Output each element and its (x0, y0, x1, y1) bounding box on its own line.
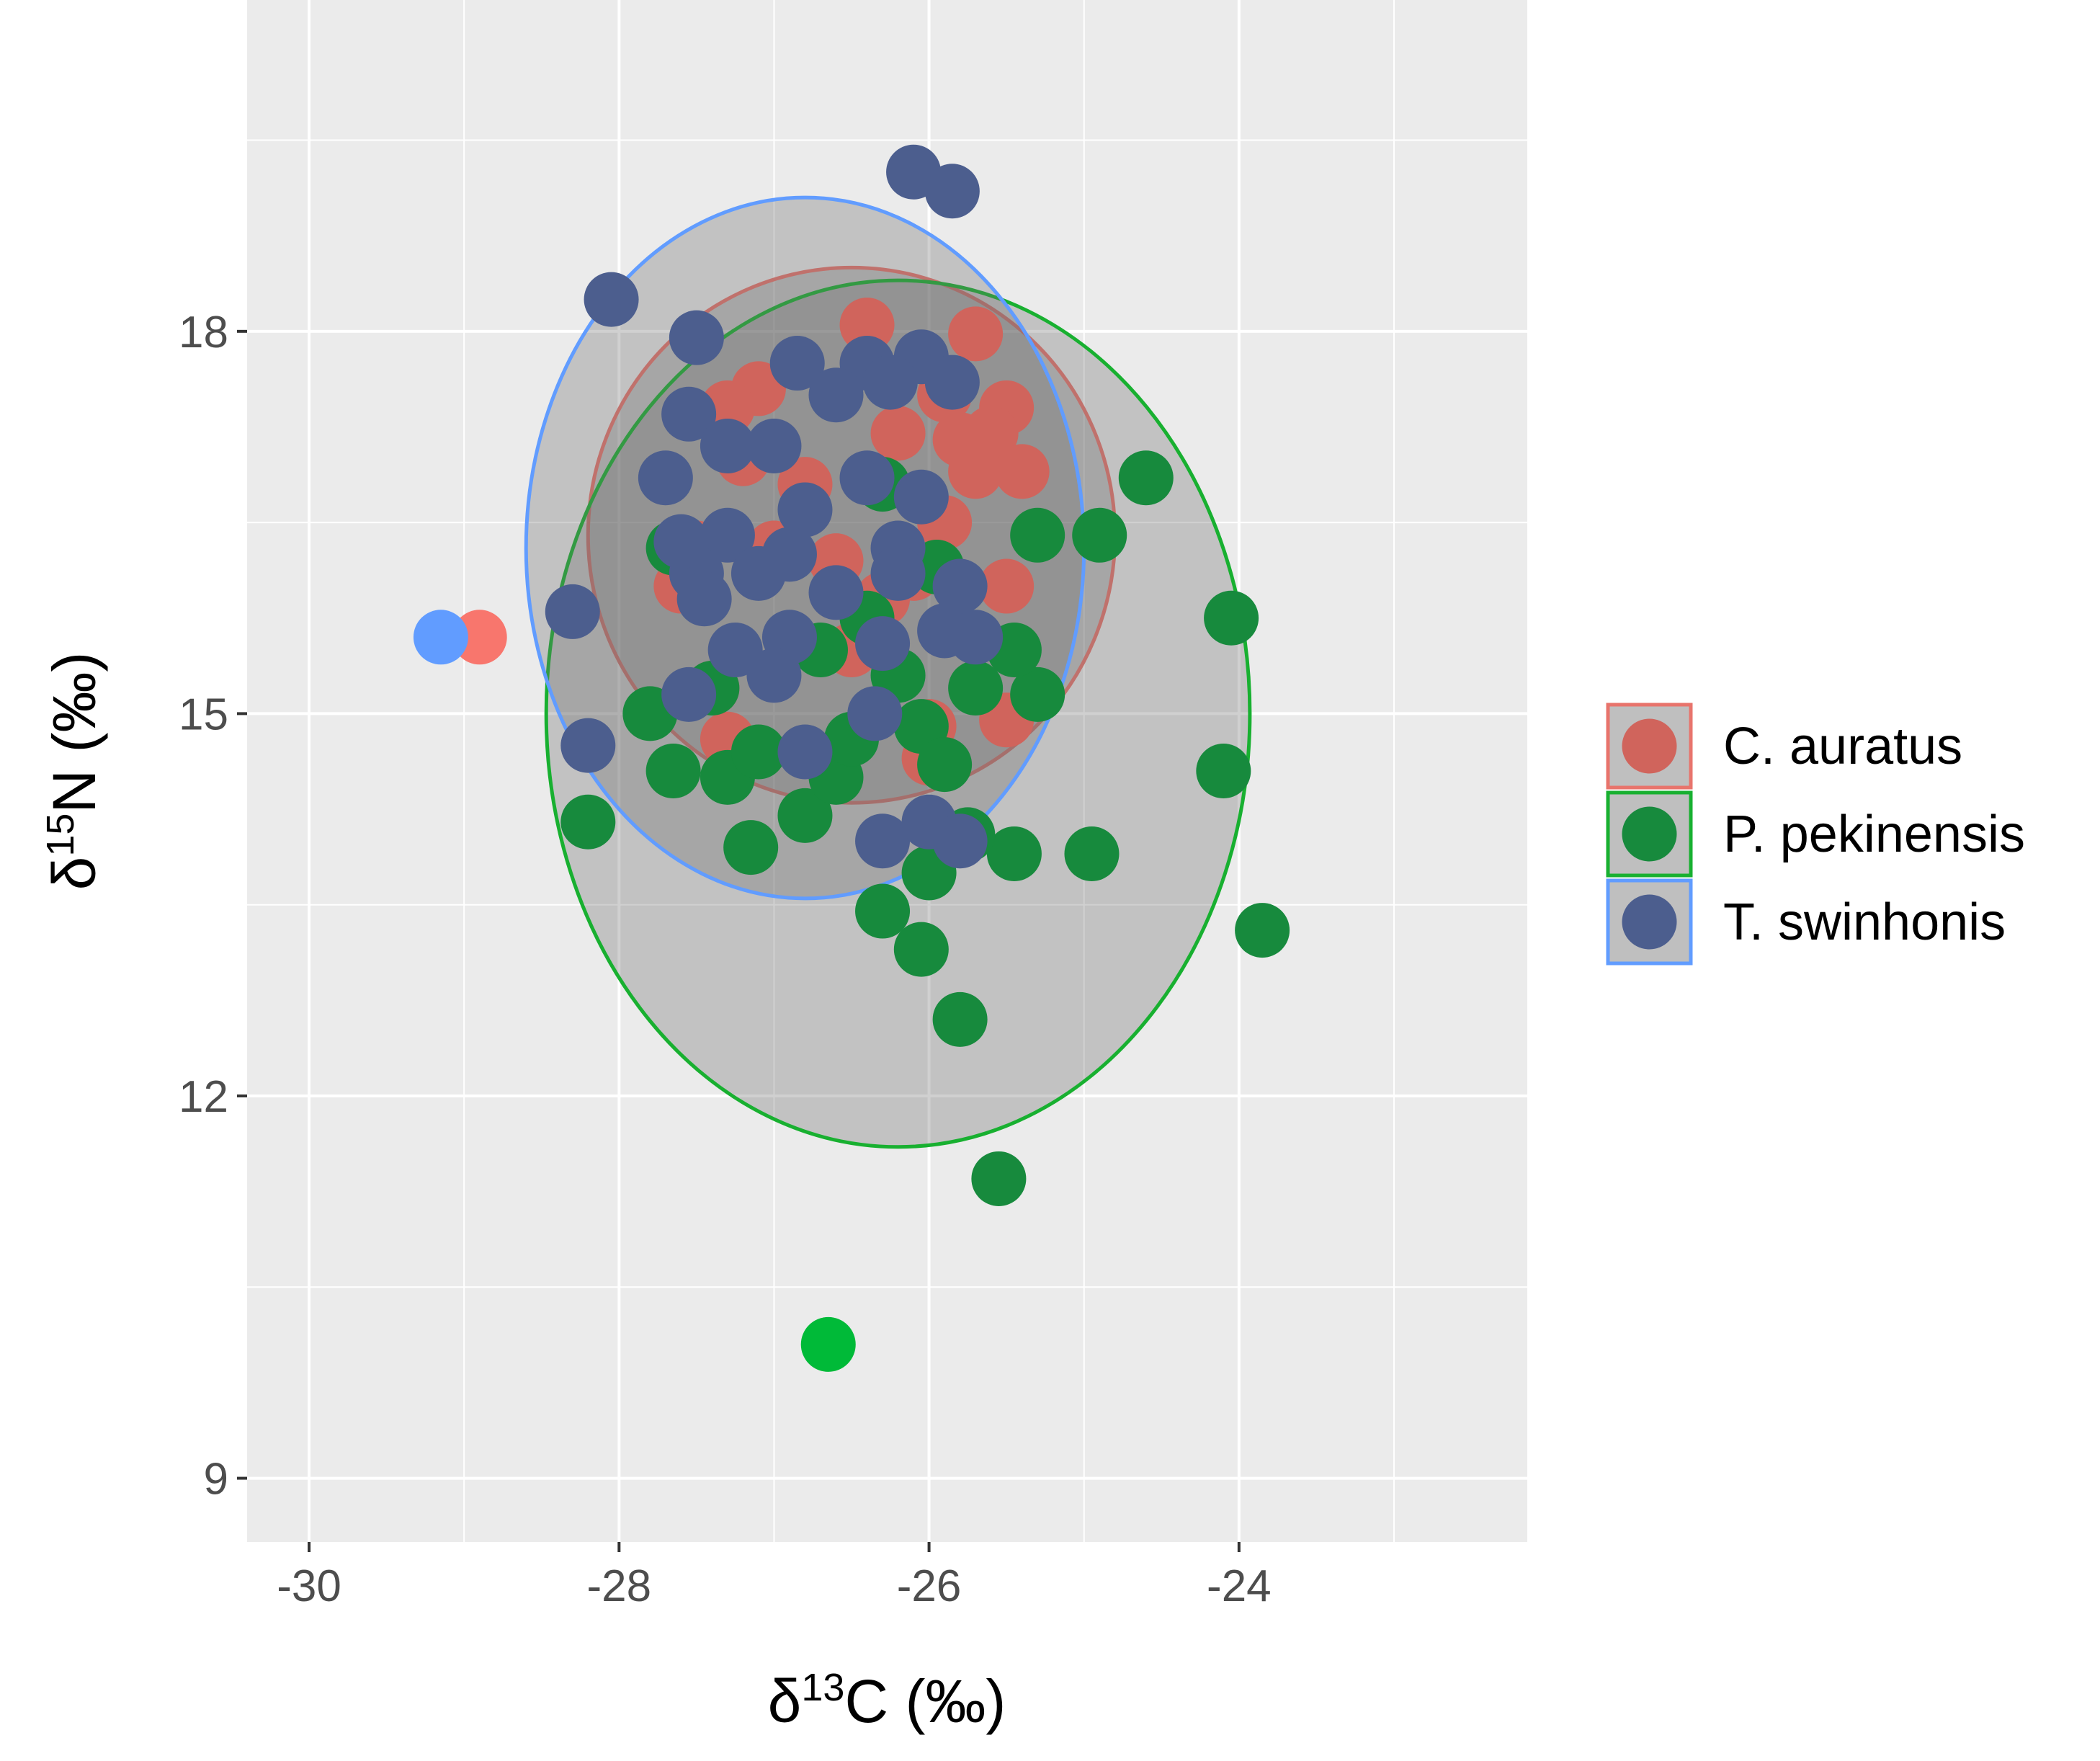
point-c-auratus (948, 306, 1004, 362)
point-p-pekinensis (1204, 590, 1259, 646)
point-p-pekinensis (560, 794, 616, 850)
point-p-pekinensis (948, 661, 1004, 716)
point-p-pekinensis (777, 788, 833, 843)
point-t-swinhonis (746, 648, 802, 703)
point-c-auratus (870, 406, 926, 461)
x-axis-title: δ13C (‰) (768, 1666, 1006, 1735)
point-t-swinhonis (948, 610, 1004, 665)
legend-dot (1622, 718, 1677, 774)
point-t-swinhonis (924, 164, 980, 219)
y-tick-label: 18 (179, 308, 228, 357)
point-t-swinhonis (808, 367, 864, 423)
point-t-swinhonis (638, 450, 693, 506)
legend-dot (1622, 806, 1677, 862)
point-t-swinhonis (924, 355, 980, 410)
point-t-swinhonis (676, 571, 732, 627)
point-t-swinhonis (847, 686, 903, 741)
x-tick-label: -26 (897, 1561, 962, 1611)
legend-dot (1622, 894, 1677, 950)
point-t-swinhonis (560, 718, 616, 773)
point-p-pekinensis (917, 737, 973, 793)
point-p-pekinensis (932, 991, 988, 1047)
point-t-swinhonis (932, 813, 988, 869)
point-t-swinhonis (870, 545, 926, 601)
point-t-swinhonis (862, 355, 918, 410)
point-c-auratus (994, 444, 1050, 499)
x-tick-label: -24 (1207, 1561, 1272, 1611)
point-p-pekinensis (1196, 744, 1251, 798)
point-p-pekinensis (855, 883, 911, 939)
point-t-swinhonis (855, 616, 911, 672)
point-t-swinhonis (700, 419, 755, 474)
legend: C. auratus P. pekinensis T. swinhonis (1606, 703, 2025, 966)
point-t-swinhonis (653, 514, 709, 569)
point-c-auratus (452, 610, 507, 665)
point-t-swinhonis (808, 565, 864, 620)
point-p-pekinensis (1072, 507, 1127, 563)
point-t-swinhonis (584, 272, 639, 327)
point-t-swinhonis (661, 386, 717, 442)
point-p-pekinensis (986, 826, 1042, 881)
point-t-swinhonis (707, 622, 763, 677)
point-t-swinhonis (700, 507, 755, 563)
x-tick-label: -30 (277, 1561, 341, 1611)
point-t-swinhonis (839, 450, 895, 506)
point-t-swinhonis (669, 310, 724, 365)
point-p-pekinensis (645, 744, 701, 798)
point-p-pekinensis (730, 724, 786, 780)
axes: -30 -28 -26 -24 9 12 15 18 (179, 308, 1272, 1611)
y-axis-title: δ15N (‰) (39, 652, 108, 891)
y-tick-label: 9 (204, 1455, 228, 1504)
point-t-swinhonis (855, 813, 911, 869)
point-t-swinhonis (777, 724, 833, 780)
x-tick-label: -28 (587, 1561, 652, 1611)
point-t-swinhonis (746, 419, 802, 474)
point-t-swinhonis (893, 469, 949, 525)
point-p-pekinensis (800, 1316, 856, 1372)
point-p-pekinensis (723, 820, 779, 875)
point-t-swinhonis (777, 482, 833, 538)
legend-label: P. pekinensis (1723, 806, 2025, 863)
data-points (413, 144, 1290, 1372)
plot-panel (247, 0, 1527, 1542)
point-t-swinhonis (413, 610, 468, 665)
point-p-pekinensis (1118, 450, 1174, 506)
point-t-swinhonis (545, 584, 600, 639)
point-p-pekinensis (1010, 507, 1065, 563)
point-t-swinhonis (661, 666, 717, 722)
legend-label: C. auratus (1723, 718, 1962, 775)
point-t-swinhonis (769, 336, 825, 391)
point-p-pekinensis (971, 1151, 1027, 1206)
point-c-auratus (979, 558, 1035, 614)
point-p-pekinensis (1235, 903, 1290, 958)
legend-label: T. swinhonis (1723, 893, 2006, 951)
point-c-auratus (948, 444, 1004, 499)
point-p-pekinensis (1064, 826, 1120, 881)
point-c-auratus (839, 297, 895, 352)
y-tick-label: 15 (179, 690, 228, 739)
point-p-pekinensis (893, 922, 949, 977)
point-t-swinhonis (761, 527, 817, 582)
point-p-pekinensis (1010, 666, 1065, 722)
y-tick-label: 12 (179, 1072, 228, 1122)
point-t-swinhonis (932, 558, 988, 614)
